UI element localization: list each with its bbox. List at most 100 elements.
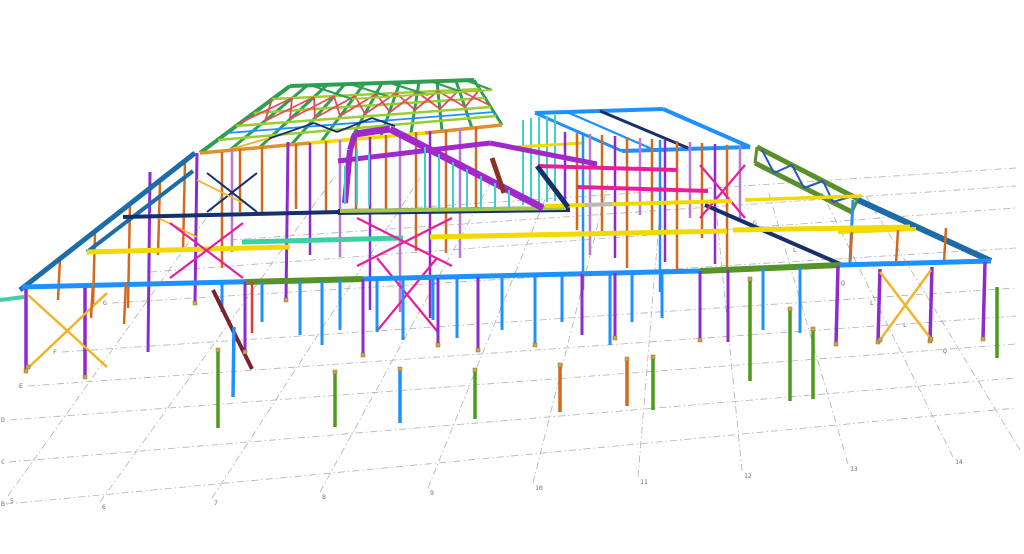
member: [942, 227, 948, 263]
member: [878, 269, 933, 341]
member: [928, 266, 934, 342]
connection-plates: [23, 276, 986, 380]
member: [454, 80, 474, 129]
connection-plate: [747, 276, 753, 282]
member: [0, 295, 25, 302]
grid-label-number: 10: [535, 484, 543, 492]
member: [699, 262, 841, 274]
member: [146, 171, 152, 353]
member: [122, 210, 341, 219]
member: [773, 164, 793, 174]
member: [544, 199, 733, 208]
member: [388, 125, 545, 212]
structural-members: [0, 78, 999, 428]
member: [472, 79, 504, 126]
member: [258, 83, 329, 149]
grid-line-number: [7, 195, 223, 497]
member: [309, 84, 353, 100]
member: [876, 268, 882, 343]
member: [599, 109, 689, 150]
member: [264, 96, 315, 122]
member: [313, 96, 316, 119]
connection-plate: [928, 336, 934, 342]
connection-plate: [877, 337, 883, 343]
connection-plate: [557, 362, 563, 368]
ground-grid: [5, 167, 1021, 505]
connection-plate: [833, 341, 839, 347]
connection-plate: [23, 368, 29, 374]
member: [217, 114, 497, 142]
member: [389, 82, 429, 96]
member: [848, 231, 854, 267]
grid-label-number: 8: [322, 493, 326, 501]
member: [339, 206, 567, 213]
grid-label-letter: L: [793, 246, 797, 254]
member: [576, 185, 709, 193]
grid-label-letter: E: [19, 382, 23, 390]
member: [371, 117, 396, 127]
member: [206, 172, 258, 213]
member: [429, 228, 728, 240]
member: [231, 326, 236, 398]
connection-plate: [215, 347, 221, 353]
grid-label-number: 13: [850, 465, 858, 473]
member: [314, 95, 356, 119]
connection-plate: [283, 297, 289, 303]
member: [351, 89, 493, 100]
member: [761, 149, 775, 174]
member: [464, 88, 481, 108]
connection-plate: [192, 300, 198, 306]
member: [356, 217, 453, 267]
member: [18, 151, 197, 292]
grid-line-number: [427, 181, 553, 489]
member: [267, 122, 315, 140]
member: [981, 261, 987, 340]
connection-plate: [472, 367, 478, 373]
member: [489, 157, 507, 194]
grid-label-letter: L: [903, 321, 907, 329]
member: [284, 141, 290, 301]
member: [89, 282, 95, 319]
member: [198, 84, 292, 155]
grid-label-number: 6: [102, 503, 106, 511]
member: [253, 96, 486, 115]
grid-label-letter: C: [1, 458, 5, 466]
grid-label-letter: B: [1, 500, 5, 508]
member: [755, 144, 860, 202]
member: [313, 122, 338, 133]
member: [464, 79, 493, 91]
grid-line-letter: [27, 315, 1017, 387]
grid-line-number: [211, 177, 421, 499]
member: [333, 95, 341, 117]
grid-line-letter: [9, 343, 1017, 421]
connection-plate: [624, 356, 630, 362]
connection-plate: [242, 349, 248, 355]
grid-line-letter: [229, 185, 1017, 241]
member: [534, 111, 623, 153]
member: [429, 80, 463, 93]
grid-line-number: [532, 183, 609, 484]
connection-plate: [332, 369, 338, 375]
member: [85, 169, 195, 254]
member: [229, 83, 309, 152]
member: [424, 123, 503, 135]
member: [566, 110, 653, 151]
connection-plate: [810, 326, 816, 332]
member: [732, 224, 911, 233]
grid-line-letter: [5, 407, 1017, 505]
member: [235, 105, 492, 128]
grid-line-number: [319, 179, 493, 493]
grid-line-letter: [299, 167, 1017, 216]
member: [535, 164, 570, 209]
member: [699, 164, 746, 219]
member: [147, 246, 225, 253]
member: [230, 137, 270, 150]
member: [27, 292, 108, 369]
grid-line-number: [821, 192, 954, 458]
member: [584, 202, 613, 207]
grid-label-number: 14: [955, 458, 963, 466]
grid-label-letter: G: [753, 219, 757, 227]
member: [244, 276, 364, 285]
